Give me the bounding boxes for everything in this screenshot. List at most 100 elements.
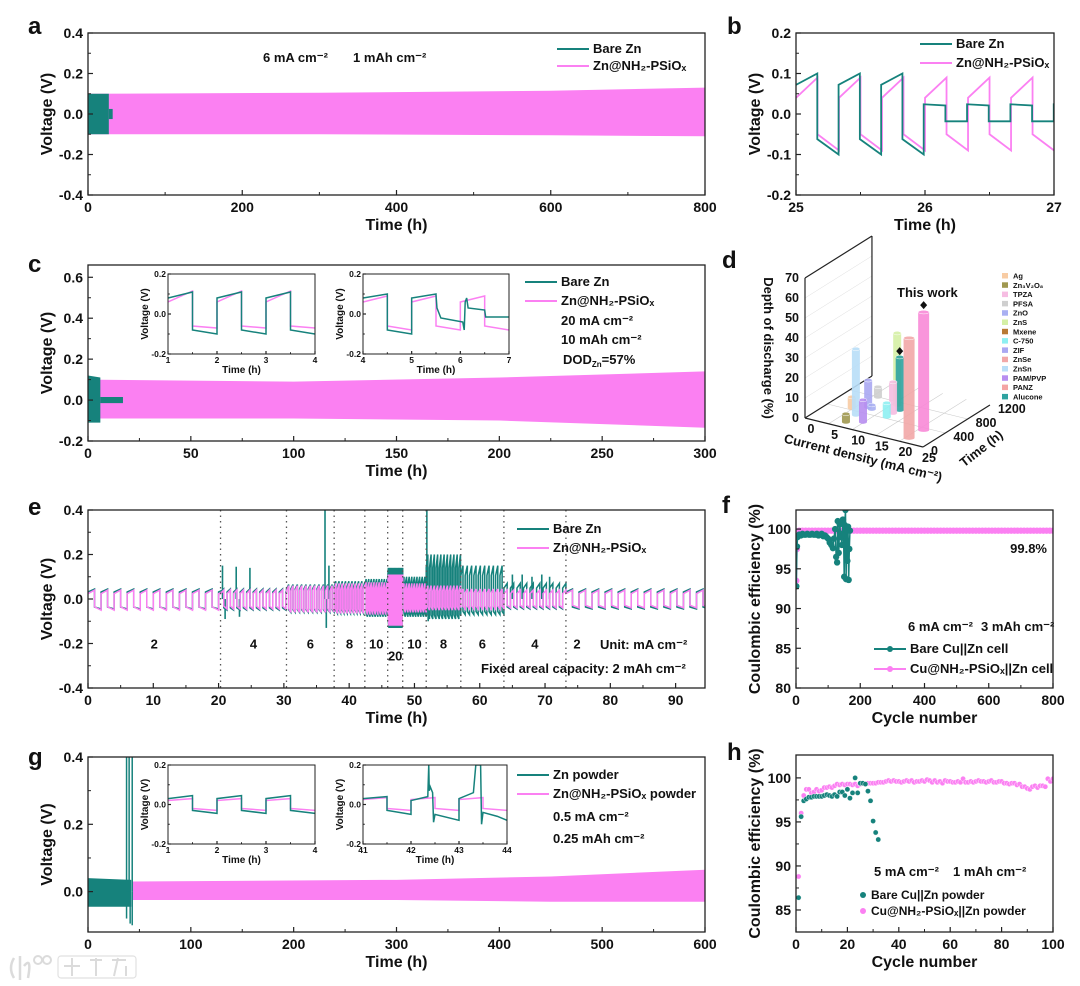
y-axis-title: Voltage (V) xyxy=(39,73,56,155)
z-tick-label: 30 xyxy=(785,351,799,365)
x-axis-title: Time (h) xyxy=(222,855,261,866)
bar-body xyxy=(895,357,904,411)
bar-cap xyxy=(863,378,873,383)
current-density-label: 6 xyxy=(479,637,486,652)
data-point xyxy=(867,797,874,804)
x-tick-label: 50 xyxy=(407,692,423,708)
bar-znse xyxy=(903,335,915,440)
inset-plot-area xyxy=(363,293,509,335)
series-bare-zn xyxy=(88,93,113,135)
legend-label: Cu@NH₂-PSiOₓ||Zn powder xyxy=(871,904,1026,918)
bar-body xyxy=(873,386,882,397)
voltage-curve xyxy=(363,293,509,335)
bar-body xyxy=(918,312,930,431)
legend-label: PANZ xyxy=(1013,383,1033,392)
x-tick-label: 10 xyxy=(851,434,865,448)
panel-g: 0 100 200 300 400 500 600 0.0 0.2 0.4 Time (h) Volt… xyxy=(39,749,717,971)
y-tick-label: 0.1 xyxy=(772,66,792,82)
bar-this-work xyxy=(917,310,930,432)
data-point xyxy=(846,545,853,553)
y-tick-label: -0.2 xyxy=(767,187,791,203)
voltage-band xyxy=(88,878,132,907)
z-tick-label: 0 xyxy=(792,411,799,425)
x-tick-label: 27 xyxy=(1046,199,1062,215)
x-axis-title: Time (h) xyxy=(894,217,956,234)
data-point xyxy=(844,786,851,793)
x-tick-label: 300 xyxy=(385,936,409,952)
current-density-note: 20 mA cm⁻² xyxy=(561,313,634,328)
x-tick-label: 60 xyxy=(942,936,958,952)
bar-body xyxy=(882,402,891,417)
y-axis-title: Voltage (V) xyxy=(335,288,346,339)
y-tick-label: 90 xyxy=(775,601,791,617)
voltage-band xyxy=(88,371,705,428)
y-tick-label: 100 xyxy=(768,521,792,537)
inset-1: 1 2 3 4 -0.2 0.0 0.2 Time (h) Voltage (V) xyxy=(140,269,318,376)
x-tick-label: 30 xyxy=(276,692,292,708)
y-axis-title: Coulombic efficiency (%) xyxy=(747,748,764,938)
bar-base xyxy=(858,420,867,424)
series-zn-nh-psio- xyxy=(88,371,705,428)
data-point xyxy=(796,894,802,901)
data-point xyxy=(847,795,853,801)
plot-area xyxy=(796,775,1053,901)
y-tick-label: 0.0 xyxy=(349,800,361,810)
inset-plot-area xyxy=(363,765,507,825)
y-axis-title: Voltage (V) xyxy=(747,73,764,155)
current-density-note: 5 mA cm⁻² xyxy=(874,864,940,879)
bar-cap xyxy=(895,355,904,360)
legend-label: ZnSn xyxy=(1013,365,1032,374)
z-tick-label: 20 xyxy=(785,371,799,385)
bar-base xyxy=(851,413,860,417)
unit-note: Unit: mA cm⁻² xyxy=(600,637,688,652)
plot-area xyxy=(88,371,705,428)
y-tick-label: 0.2 xyxy=(349,269,361,279)
legend-label: ZnS xyxy=(1013,318,1027,327)
panel-a: 0 200 400 600 800 -0.4 -0.2 0.0 0.2 0.4 Time (h) Vo… xyxy=(39,25,717,234)
y-tick-label: 800 xyxy=(976,416,997,430)
legend-swatch xyxy=(1002,310,1008,316)
y-tick-label: 1200 xyxy=(998,402,1026,416)
y-tick-label: 90 xyxy=(775,858,791,874)
x-tick-label: 0 xyxy=(84,936,92,952)
legend-swatch xyxy=(1002,291,1008,298)
legend-label: Zn@NH₂-PSiOₓ xyxy=(561,293,655,308)
bar-base xyxy=(895,408,904,412)
data-point xyxy=(798,813,804,820)
x-tick-label: 90 xyxy=(668,692,684,708)
legend-label: Zn₃V₂O₈ xyxy=(1013,281,1044,290)
x-tick-label: 43 xyxy=(454,845,464,855)
inset-plot-area xyxy=(168,289,315,335)
z-tick-label: 70 xyxy=(785,271,799,285)
legend-swatch xyxy=(1002,328,1008,335)
axis-line xyxy=(804,417,924,448)
x-tick-label: 20 xyxy=(898,445,912,459)
x-axis-title: Cycle number xyxy=(872,954,978,971)
y-tick-label: 0.0 xyxy=(349,309,361,319)
panel-label-e: e xyxy=(28,494,41,521)
y-tick-label: 85 xyxy=(775,640,791,656)
bar-cap xyxy=(888,379,898,385)
x-tick-label: 0 xyxy=(84,445,92,461)
x-tick-label: 0 xyxy=(808,422,815,436)
bar-pam-pvp xyxy=(858,397,868,424)
current-density-note: 6 mA cm⁻² xyxy=(263,50,329,65)
legend-swatch xyxy=(1002,366,1008,372)
y-tick-label: 0.4 xyxy=(64,310,84,326)
y-tick-label: 95 xyxy=(775,814,791,830)
data-point xyxy=(839,516,847,523)
wall-gridline xyxy=(804,295,873,339)
x-tick-label: 100 xyxy=(179,936,203,952)
x-tick-label: 600 xyxy=(693,936,717,952)
current-density-label: 10 xyxy=(369,637,383,652)
x-tick-label: 41 xyxy=(358,845,368,855)
bar-body xyxy=(864,380,873,408)
y-tick-label: -0.2 xyxy=(151,349,166,359)
x-axis-title: Cycle number xyxy=(872,710,978,727)
data-point xyxy=(845,576,852,584)
x-tick-label: 200 xyxy=(488,445,512,461)
x-tick-label: 7 xyxy=(507,355,512,365)
x-tick-label: 50 xyxy=(183,445,199,461)
panel-h: 0 20 40 60 80 100 85 90 95 100 Cycle number Coulomb… xyxy=(747,748,1065,971)
